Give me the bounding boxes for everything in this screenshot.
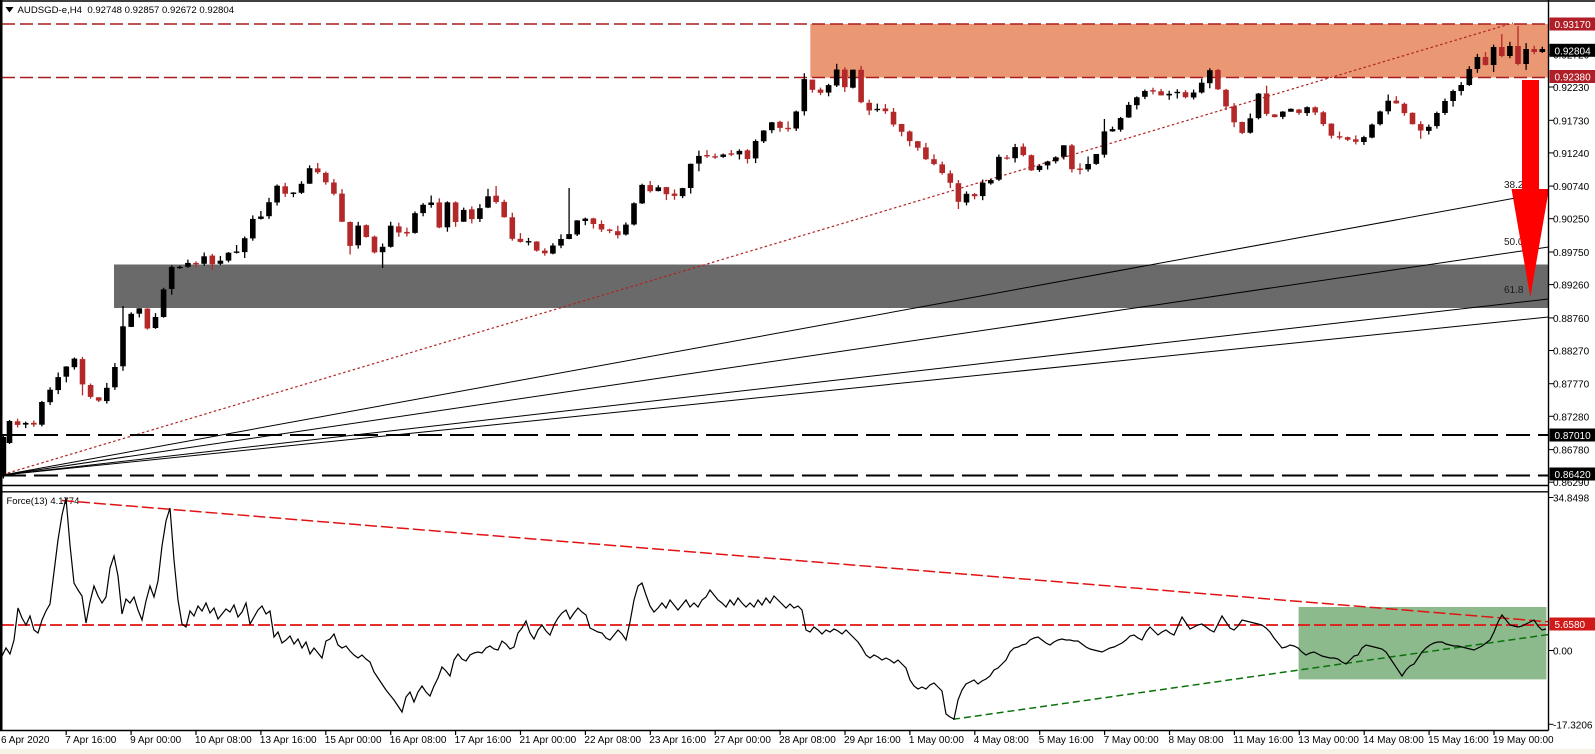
svg-text:0.90740: 0.90740 <box>1553 182 1590 193</box>
svg-text:4 May 08:00: 4 May 08:00 <box>974 735 1029 746</box>
svg-text:13 Apr 16:00: 13 Apr 16:00 <box>260 735 317 746</box>
svg-text:61.8: 61.8 <box>1504 285 1524 296</box>
svg-text:6 Apr 2020: 6 Apr 2020 <box>1 735 50 746</box>
svg-text:11 May 16:00: 11 May 16:00 <box>1233 735 1293 746</box>
svg-text:0.91240: 0.91240 <box>1553 149 1590 160</box>
svg-text:Force(13) 4.1774: Force(13) 4.1774 <box>7 496 80 507</box>
svg-text:AUDSGD-e,H4 0.92748 0.92857 0: AUDSGD-e,H4 0.92748 0.92857 0.92672 0.92… <box>18 5 235 16</box>
svg-text:0.89750: 0.89750 <box>1553 248 1590 259</box>
svg-text:29 Apr 16:00: 29 Apr 16:00 <box>844 735 901 746</box>
svg-text:0.87770: 0.87770 <box>1553 380 1590 391</box>
svg-text:19 May 00:00: 19 May 00:00 <box>1493 735 1554 746</box>
svg-text:16 Apr 08:00: 16 Apr 08:00 <box>390 735 447 746</box>
svg-text:0.90250: 0.90250 <box>1553 215 1590 226</box>
svg-text:14 May 08:00: 14 May 08:00 <box>1363 735 1424 746</box>
svg-text:28 Apr 08:00: 28 Apr 08:00 <box>779 735 836 746</box>
svg-text:0.92230: 0.92230 <box>1553 83 1590 94</box>
svg-text:17 Apr 16:00: 17 Apr 16:00 <box>455 735 512 746</box>
svg-text:0.87280: 0.87280 <box>1553 412 1590 423</box>
svg-text:0.91730: 0.91730 <box>1553 116 1590 127</box>
svg-text:0.93170: 0.93170 <box>1555 20 1592 31</box>
svg-text:34.8498: 34.8498 <box>1553 494 1590 505</box>
svg-text:0.86420: 0.86420 <box>1555 470 1592 481</box>
svg-text:0.88760: 0.88760 <box>1553 314 1590 325</box>
svg-text:0.92804: 0.92804 <box>1555 46 1592 57</box>
svg-text:0.86780: 0.86780 <box>1553 446 1590 457</box>
svg-text:23 Apr 16:00: 23 Apr 16:00 <box>649 735 706 746</box>
svg-text:0.87010: 0.87010 <box>1555 431 1592 442</box>
svg-text:7 Apr 16:00: 7 Apr 16:00 <box>65 735 117 746</box>
svg-text:0.00: 0.00 <box>1553 647 1573 658</box>
svg-text:15 Apr 00:00: 15 Apr 00:00 <box>325 735 382 746</box>
svg-text:1 May 00:00: 1 May 00:00 <box>909 735 964 746</box>
svg-text:50.0: 50.0 <box>1504 237 1524 248</box>
svg-text:9 Apr 00:00: 9 Apr 00:00 <box>130 735 182 746</box>
svg-text:13 May 00:00: 13 May 00:00 <box>1298 735 1359 746</box>
svg-text:0.92380: 0.92380 <box>1555 73 1592 84</box>
svg-text:27 Apr 00:00: 27 Apr 00:00 <box>714 735 771 746</box>
svg-text:0.86290: 0.86290 <box>1553 478 1590 489</box>
svg-text:-17.3206: -17.3206 <box>1553 720 1593 731</box>
svg-text:5 May 16:00: 5 May 16:00 <box>1039 735 1094 746</box>
svg-text:10 Apr 08:00: 10 Apr 08:00 <box>195 735 252 746</box>
svg-text:38.2: 38.2 <box>1504 180 1524 191</box>
svg-text:7 May 00:00: 7 May 00:00 <box>1104 735 1159 746</box>
svg-text:15 May 16:00: 15 May 16:00 <box>1428 735 1489 746</box>
svg-text:5.6580: 5.6580 <box>1555 620 1586 631</box>
svg-text:21 Apr 00:00: 21 Apr 00:00 <box>520 735 577 746</box>
svg-text:8 May 08:00: 8 May 08:00 <box>1169 735 1224 746</box>
svg-text:0.89260: 0.89260 <box>1553 281 1590 292</box>
svg-text:22 Apr 08:00: 22 Apr 08:00 <box>584 735 641 746</box>
svg-text:0.88270: 0.88270 <box>1553 347 1590 358</box>
